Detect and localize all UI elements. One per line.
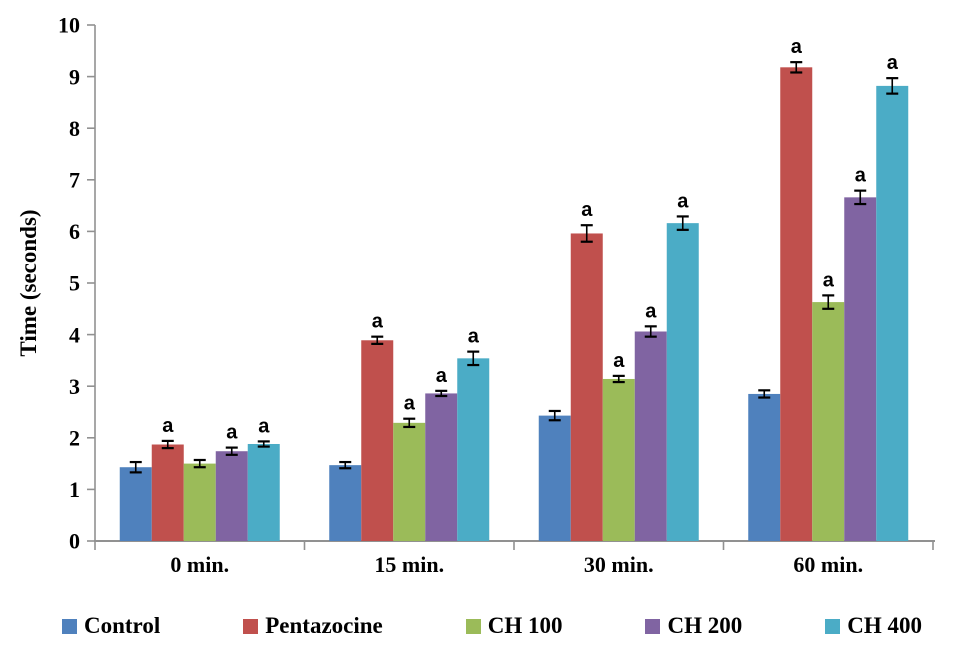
y-tick-label: 1: [69, 477, 80, 502]
x-category-label: 0 min.: [170, 552, 229, 577]
bar: [844, 197, 877, 541]
bar: [393, 422, 426, 541]
legend-label: Control: [84, 613, 161, 638]
bar: [183, 463, 216, 541]
bar: [329, 465, 362, 541]
legend-swatch-icon: [645, 618, 661, 634]
legend-item-control: Control: [62, 613, 160, 639]
bar: [215, 451, 248, 541]
significance-label: a: [162, 415, 174, 437]
y-tick-label: 4: [69, 322, 80, 347]
y-tick-label: 6: [69, 219, 80, 244]
bar: [666, 223, 699, 542]
y-tick-label: 0: [69, 529, 80, 554]
bar: [570, 233, 603, 542]
legend-swatch-icon: [465, 618, 481, 634]
legend-label: CH 200: [667, 613, 743, 638]
legend-item-ch-200: CH 200: [645, 613, 742, 639]
x-category-label: 60 min.: [793, 552, 863, 577]
bar: [748, 393, 781, 541]
x-category-label: 30 min.: [584, 552, 654, 577]
y-tick-label: 8: [69, 116, 80, 141]
significance-label: a: [677, 190, 689, 212]
bar: [425, 393, 458, 541]
bar: [361, 340, 394, 541]
legend-swatch-icon: [243, 618, 259, 634]
legend-swatch-icon: [825, 618, 841, 634]
significance-label: a: [372, 311, 384, 333]
chart-legend: Control Pentazocine CH 100 CH 200 CH 400: [62, 612, 922, 640]
y-tick-label: 2: [69, 426, 80, 451]
bar: [247, 443, 280, 541]
legend-item-ch-100: CH 100: [465, 613, 563, 639]
y-tick-label: 5: [69, 271, 80, 296]
legend-item-ch-400: CH 400: [825, 613, 922, 639]
y-axis-title: Time (seconds): [16, 209, 41, 356]
legend-swatch-icon: [62, 618, 77, 634]
legend-label: CH 100: [487, 613, 563, 638]
y-tick-label: 10: [58, 13, 80, 38]
bar: [119, 467, 152, 541]
bar: [812, 302, 845, 541]
legend-label: Pentazocine: [265, 613, 383, 638]
y-tick-label: 3: [69, 374, 80, 399]
y-tick-label: 7: [69, 168, 80, 193]
significance-label: a: [791, 36, 803, 58]
bar: [876, 85, 909, 541]
y-tick-label: 9: [69, 64, 80, 89]
significance-label: a: [404, 393, 416, 415]
legend-item-pentazocine: Pentazocine: [243, 613, 383, 639]
bar: [538, 415, 571, 541]
legend-label: CH 400: [847, 613, 922, 638]
significance-label: a: [823, 269, 835, 291]
bar: [457, 358, 490, 541]
significance-label: a: [613, 350, 625, 372]
significance-label: a: [581, 199, 593, 221]
significance-label: a: [855, 165, 867, 187]
x-category-label: 15 min.: [374, 552, 444, 577]
bar-chart: 0 1 2 3 4 5 6 7 8 9 10 0 min. 15 min. 30 min. 60 min. T…: [16, 13, 935, 577]
bar: [634, 331, 667, 541]
significance-label: a: [645, 300, 657, 322]
significance-label: a: [468, 326, 480, 348]
bar: [151, 444, 184, 541]
bar: [780, 67, 813, 541]
bar: [602, 378, 635, 541]
significance-label: a: [258, 415, 270, 437]
significance-label: a: [887, 52, 899, 74]
significance-label: a: [226, 422, 238, 444]
significance-label: a: [436, 365, 448, 387]
